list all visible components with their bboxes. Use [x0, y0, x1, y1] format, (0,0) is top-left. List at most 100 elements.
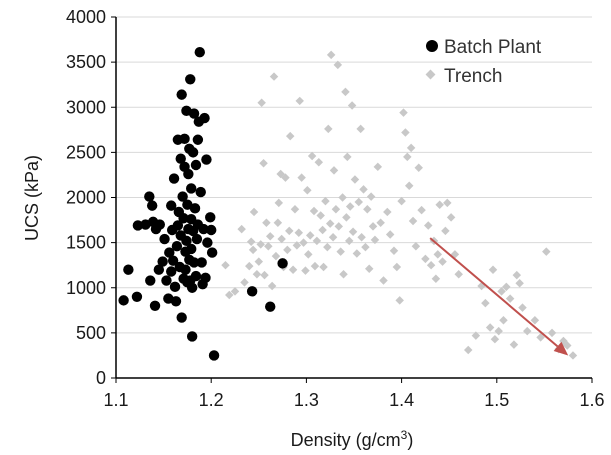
trench-point	[502, 282, 511, 292]
batch-plant-point	[131, 291, 143, 302]
y-tick-labels: 0 500 1000 1500 2000 2500 3000 3500 4000	[66, 7, 116, 388]
trench-point	[401, 128, 410, 137]
trench-point	[336, 247, 345, 256]
batch-plant-point	[277, 258, 288, 269]
y-tick-label: 500	[76, 323, 106, 343]
trench-point	[348, 227, 358, 237]
trench-point	[403, 152, 412, 162]
trench-point	[352, 249, 362, 258]
trench-point	[356, 124, 365, 134]
trench-point	[264, 241, 273, 251]
trench-point	[273, 218, 283, 228]
trench-point	[309, 206, 319, 216]
batch-plant-point	[176, 89, 187, 100]
trench-point	[259, 158, 268, 168]
trench-point	[303, 186, 312, 195]
trench-point	[326, 50, 336, 60]
trench-point	[433, 250, 443, 259]
trench-point	[523, 326, 532, 336]
trench-point	[368, 222, 378, 231]
trench-point	[260, 270, 269, 280]
trench-point	[370, 235, 380, 245]
trench-point	[530, 315, 540, 325]
trench-point	[345, 202, 355, 211]
trench-point	[404, 181, 414, 191]
batch-plant-point	[190, 159, 202, 171]
trench-point	[344, 236, 354, 246]
batch-plant-point	[146, 200, 158, 211]
batch-plant-point	[175, 153, 186, 164]
batch-plant-point	[198, 223, 209, 235]
batch-plant-point	[201, 154, 212, 165]
trench-point	[319, 262, 328, 272]
y-tick-label: 2000	[66, 188, 106, 208]
trench-point	[312, 236, 322, 246]
trench-point	[294, 228, 304, 237]
batch-plant-point	[189, 203, 201, 214]
trench-point	[342, 213, 351, 222]
x-tick-labels: 1.1 1.2 1.3 1.4 1.5 1.6	[103, 390, 604, 410]
trench-point	[347, 101, 357, 110]
y-tick-label: 2500	[66, 142, 106, 162]
trench-point	[316, 211, 325, 220]
x-tick-label: 1.2	[199, 390, 224, 410]
trench-point	[321, 196, 330, 206]
trench-point	[221, 260, 230, 270]
trench-point	[518, 303, 527, 312]
trench-point	[363, 204, 372, 214]
batch-plant-point	[169, 281, 181, 293]
batch-plant-point	[202, 237, 213, 248]
batch-plant-point	[171, 241, 183, 252]
y-tick-label: 3000	[66, 97, 106, 117]
batch-plant-point	[187, 147, 199, 158]
y-tick-label: 4000	[66, 7, 106, 27]
batch-plant-point	[154, 219, 165, 230]
trench-point	[240, 278, 249, 287]
batch-plant-point	[199, 112, 210, 124]
trench-point	[338, 193, 347, 202]
trench-point	[257, 98, 266, 107]
batch-plant-point	[265, 301, 276, 312]
trench-point	[395, 296, 404, 305]
batch-plant-point	[206, 224, 217, 236]
trench-point	[285, 131, 295, 141]
trench-point	[499, 315, 508, 325]
trend-arrow	[429, 237, 569, 356]
trench-point	[536, 333, 545, 342]
batch-plant-point	[206, 247, 218, 258]
batch-plant-point	[159, 233, 170, 245]
trench-point	[246, 237, 256, 246]
x-tick-marks	[115, 378, 593, 383]
batch-plant-point	[164, 247, 175, 258]
trench-point	[408, 216, 418, 226]
batch-plant-point	[196, 257, 207, 268]
trench-point	[324, 124, 333, 134]
x-tick-label: 1.3	[294, 390, 319, 410]
legend-trench-marker	[425, 69, 436, 80]
y-tick-label: 1500	[66, 233, 106, 253]
batch-plant-point	[144, 191, 155, 202]
trench-point	[237, 224, 246, 234]
batch-plant-point	[186, 243, 197, 255]
trench-point	[454, 269, 463, 279]
batch-plant-point	[167, 255, 179, 266]
trench-point	[505, 294, 515, 303]
trench-point	[283, 245, 292, 255]
trench-point	[265, 232, 275, 241]
batch-plant-point	[190, 270, 202, 282]
batch-plant-point	[153, 264, 165, 275]
batch-plant-point	[166, 266, 177, 277]
batch-plant-point	[176, 312, 187, 323]
trench-point	[252, 269, 262, 279]
batch-plant-point	[188, 257, 200, 268]
batch-plant-point	[118, 295, 129, 306]
trench-point	[481, 298, 490, 308]
batch-plant-point	[177, 191, 188, 202]
trench-point	[230, 287, 240, 296]
trench-point	[292, 241, 302, 250]
trench-point	[399, 108, 408, 117]
trench-point	[288, 265, 298, 274]
y-tick-label: 3500	[66, 52, 106, 72]
batch-plant-point	[172, 220, 184, 231]
